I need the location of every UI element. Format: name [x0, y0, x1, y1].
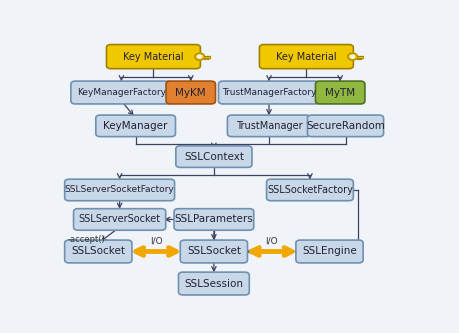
- FancyBboxPatch shape: [259, 45, 353, 69]
- Polygon shape: [357, 58, 358, 59]
- Text: SSLServerSocketFactory: SSLServerSocketFactory: [65, 185, 174, 194]
- FancyBboxPatch shape: [218, 81, 319, 104]
- Text: MyTM: MyTM: [325, 88, 355, 98]
- Polygon shape: [358, 56, 363, 58]
- Text: Key Material: Key Material: [123, 52, 184, 62]
- FancyBboxPatch shape: [315, 81, 365, 104]
- Polygon shape: [197, 55, 202, 58]
- Text: SSLServerSocket: SSLServerSocket: [78, 214, 161, 224]
- FancyBboxPatch shape: [65, 179, 174, 201]
- Text: SecureRandom: SecureRandom: [306, 121, 385, 131]
- Text: KeyManager: KeyManager: [103, 121, 168, 131]
- Text: -accept(): -accept(): [67, 235, 105, 244]
- FancyBboxPatch shape: [73, 209, 166, 230]
- Text: SSLSocket: SSLSocket: [71, 246, 125, 256]
- Polygon shape: [207, 58, 208, 59]
- Text: TrustManager: TrustManager: [236, 121, 302, 131]
- FancyBboxPatch shape: [71, 81, 172, 104]
- Polygon shape: [348, 53, 358, 60]
- Text: SSLContext: SSLContext: [184, 152, 244, 162]
- FancyBboxPatch shape: [65, 240, 132, 263]
- Polygon shape: [204, 56, 210, 58]
- Text: SSLParameters: SSLParameters: [174, 214, 253, 224]
- Text: KeyManagerFactory: KeyManagerFactory: [77, 88, 166, 97]
- FancyBboxPatch shape: [180, 240, 247, 263]
- Text: I/O: I/O: [265, 236, 278, 245]
- Text: SSLSocketFactory: SSLSocketFactory: [267, 185, 353, 195]
- Polygon shape: [359, 58, 361, 59]
- Text: TrustManagerFactory: TrustManagerFactory: [222, 88, 316, 97]
- FancyBboxPatch shape: [308, 115, 384, 137]
- Polygon shape: [204, 58, 206, 59]
- Text: MyKM: MyKM: [175, 88, 206, 98]
- Text: I/O: I/O: [150, 236, 162, 245]
- Polygon shape: [351, 55, 355, 58]
- FancyBboxPatch shape: [174, 209, 254, 230]
- FancyBboxPatch shape: [106, 45, 201, 69]
- Polygon shape: [195, 53, 204, 60]
- FancyBboxPatch shape: [267, 179, 353, 201]
- Text: SSLSession: SSLSession: [185, 278, 243, 289]
- FancyBboxPatch shape: [176, 146, 252, 167]
- Text: Key Material: Key Material: [276, 52, 337, 62]
- FancyBboxPatch shape: [227, 115, 311, 137]
- FancyBboxPatch shape: [166, 81, 215, 104]
- Text: SSLEngine: SSLEngine: [302, 246, 357, 256]
- FancyBboxPatch shape: [96, 115, 175, 137]
- Text: SSLSocket: SSLSocket: [187, 246, 241, 256]
- FancyBboxPatch shape: [179, 272, 249, 295]
- FancyBboxPatch shape: [296, 240, 363, 263]
